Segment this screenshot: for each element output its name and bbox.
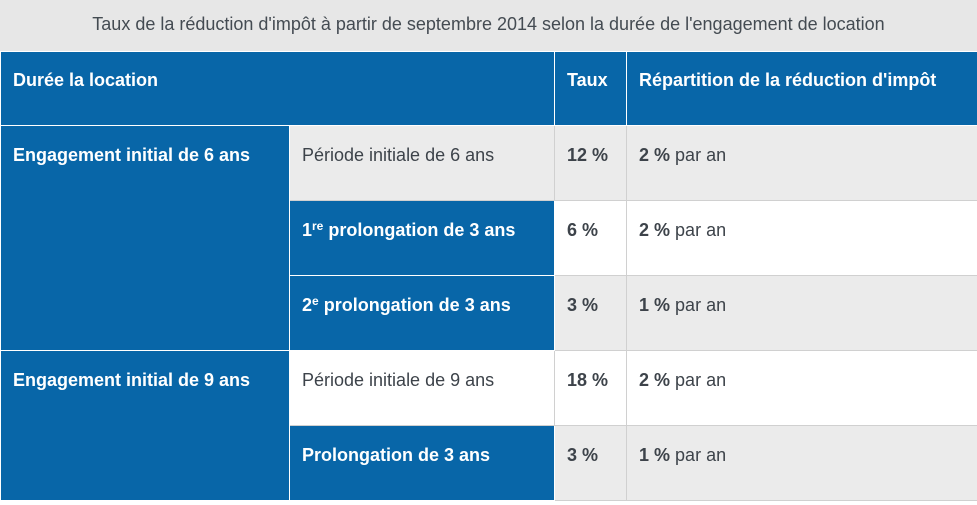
rate-cell: 18 % — [554, 350, 628, 426]
period-label: prolongation de 3 ans — [323, 220, 516, 240]
period-cell: Période initiale de 9 ans — [288, 350, 556, 426]
ordinal-suffix: re — [312, 219, 324, 233]
distribution-value: 2 % — [639, 370, 671, 390]
rate-cell: 12 % — [554, 125, 628, 201]
group-label-9-years: Engagement initial de 9 ans — [0, 350, 290, 501]
table-row: Engagement initial de 6 ans Période init… — [0, 125, 977, 351]
tax-reduction-table: Durée la location Taux Répartition de la… — [0, 51, 977, 501]
header-row: Durée la location Taux Répartition de la… — [0, 51, 977, 126]
period-label: Période initiale de 6 ans — [302, 145, 495, 165]
table-row: Prolongation de 3 ans 3 % 1 % par an — [1, 425, 977, 501]
distribution-value: 2 % — [639, 145, 671, 165]
period-label: Prolongation de 3 ans — [302, 445, 491, 465]
period-ordinal: 1 — [302, 220, 313, 240]
ordinal-suffix: e — [312, 294, 319, 308]
period-cell: Période initiale de 6 ans — [288, 125, 556, 201]
table-row: Engagement initial de 9 ans Période init… — [0, 350, 977, 501]
table-row: 2e prolongation de 3 ans 3 % 1 % par an — [1, 275, 977, 351]
distribution-value: 1 % — [639, 445, 671, 465]
period-ordinal: 2 — [302, 295, 313, 315]
distribution-value: 2 % — [639, 220, 671, 240]
distribution-cell: 2 % par an — [626, 125, 977, 201]
distribution-cell: 1 % par an — [626, 275, 977, 351]
table-row: 1re prolongation de 3 ans 6 % 2 % par an — [1, 200, 977, 276]
distribution-text: par an — [670, 445, 727, 465]
distribution-cell: 2 % par an — [626, 350, 977, 426]
header-distribution: Répartition de la réduction d'impôt — [626, 51, 977, 126]
rate-cell: 3 % — [554, 425, 628, 501]
header-duration: Durée la location — [0, 51, 556, 126]
period-cell: Prolongation de 3 ans — [288, 425, 556, 501]
distribution-text: par an — [670, 370, 727, 390]
distribution-text: par an — [670, 220, 727, 240]
distribution-cell: 1 % par an — [626, 425, 977, 501]
distribution-value: 1 % — [639, 295, 671, 315]
table-caption: Taux de la réduction d'impôt à partir de… — [0, 0, 977, 51]
period-label: prolongation de 3 ans — [318, 295, 511, 315]
period-label: Période initiale de 9 ans — [302, 370, 495, 390]
rate-cell: 6 % — [554, 200, 628, 276]
distribution-cell: 2 % par an — [626, 200, 977, 276]
distribution-text: par an — [670, 145, 727, 165]
distribution-text: par an — [670, 295, 727, 315]
period-cell: 1re prolongation de 3 ans — [288, 200, 556, 276]
group-label-6-years: Engagement initial de 6 ans — [0, 125, 290, 351]
period-cell: 2e prolongation de 3 ans — [288, 275, 556, 351]
header-rate: Taux — [554, 51, 628, 126]
rate-cell: 3 % — [554, 275, 628, 351]
